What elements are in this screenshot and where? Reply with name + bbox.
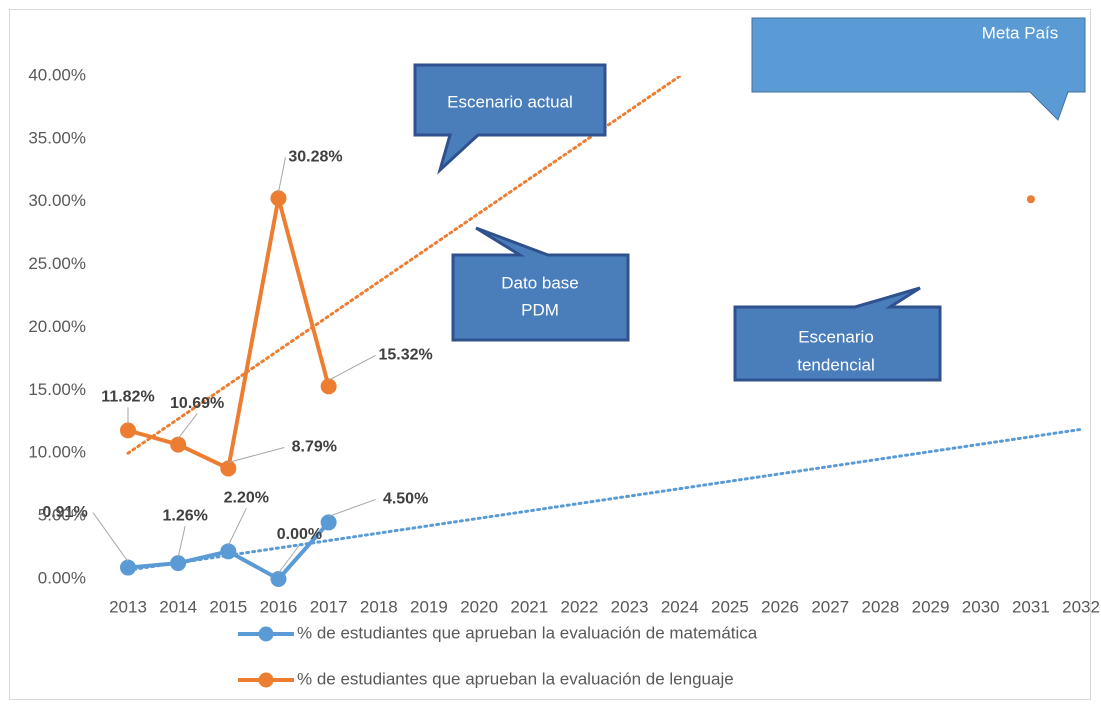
x-tick-label: 2032 bbox=[1062, 597, 1100, 616]
marker bbox=[320, 378, 337, 395]
x-tick-label: 2015 bbox=[209, 597, 247, 616]
marker bbox=[320, 514, 337, 531]
x-tick-label: 2022 bbox=[561, 597, 599, 616]
legend-marker bbox=[258, 672, 274, 688]
x-tick-label: 2026 bbox=[761, 597, 799, 616]
leader-line bbox=[228, 446, 285, 463]
leader-line bbox=[177, 413, 198, 439]
marker bbox=[220, 460, 237, 477]
data-label: 11.82% bbox=[101, 389, 154, 406]
leader-line bbox=[92, 512, 129, 562]
data-label: 1.26% bbox=[162, 507, 207, 524]
data-label: 10.69% bbox=[170, 395, 224, 412]
leader-line bbox=[177, 526, 186, 558]
data-label: 30.28% bbox=[288, 148, 342, 165]
x-tick-label: 2020 bbox=[460, 597, 498, 616]
callout-text: Meta País bbox=[982, 23, 1059, 42]
marker bbox=[170, 555, 187, 572]
callout-text: PDM bbox=[521, 300, 559, 319]
x-tick-label: 2031 bbox=[1012, 597, 1050, 616]
x-tick-label: 2027 bbox=[811, 597, 849, 616]
data-label: 8.79% bbox=[292, 439, 337, 456]
callout-text: Dato base bbox=[501, 273, 579, 292]
y-tick-label: 35.00% bbox=[28, 128, 86, 147]
y-tick-label: 10.00% bbox=[28, 443, 86, 462]
leader-line bbox=[277, 157, 286, 193]
leader-line bbox=[227, 508, 247, 546]
data-label: 15.32% bbox=[379, 347, 433, 364]
data-label: 0.00% bbox=[277, 526, 322, 543]
x-tick-label: 2025 bbox=[711, 597, 749, 616]
trendline bbox=[126, 427, 1083, 572]
x-tick-label: 2029 bbox=[912, 597, 950, 616]
data-label: 4.50% bbox=[383, 491, 428, 508]
x-tick-label: 2014 bbox=[159, 597, 197, 616]
x-tick-label: 2024 bbox=[661, 597, 699, 616]
x-tick-label: 2019 bbox=[410, 597, 448, 616]
marker bbox=[1026, 195, 1035, 204]
marker bbox=[270, 190, 287, 207]
leader-line bbox=[278, 544, 300, 574]
callout-text: Escenario bbox=[798, 327, 874, 346]
callout-shape bbox=[451, 226, 630, 342]
marker bbox=[120, 422, 136, 439]
x-tick-label: 2028 bbox=[861, 597, 899, 616]
legend-marker bbox=[258, 626, 274, 642]
y-tick-label: 0.00% bbox=[38, 568, 86, 587]
callout-text: tendencial bbox=[797, 355, 875, 374]
data-label: 0.91% bbox=[42, 504, 87, 521]
x-tick-label: 2017 bbox=[310, 597, 348, 616]
callout-shape bbox=[413, 63, 607, 175]
y-tick-label: 30.00% bbox=[28, 191, 86, 210]
leader-line bbox=[328, 354, 376, 381]
callout-shape bbox=[751, 17, 1086, 121]
marker bbox=[220, 543, 237, 560]
y-tick-label: 15.00% bbox=[28, 380, 86, 399]
x-tick-label: 2013 bbox=[109, 597, 147, 616]
x-tick-label: 2030 bbox=[962, 597, 1000, 616]
y-tick-label: 25.00% bbox=[28, 254, 86, 273]
legend-label: % de estudiantes que aprueban la evaluac… bbox=[297, 623, 758, 642]
callout-shape bbox=[733, 286, 942, 382]
y-tick-label: 5.00% bbox=[38, 506, 86, 525]
data-label: 2.20% bbox=[224, 490, 269, 507]
callout-text: Escenario actual bbox=[447, 92, 573, 111]
marker bbox=[270, 571, 287, 587]
y-tick-label: 20.00% bbox=[28, 317, 86, 336]
y-tick-label: 40.00% bbox=[28, 65, 86, 84]
marker bbox=[120, 559, 136, 576]
marks: 0.91% 1.26% 2.20% 0.00% 4.50% 11.82% 10.69% 8.7… bbox=[42, 148, 1035, 587]
legend-label: % de estudiantes que aprueban la evaluac… bbox=[297, 669, 734, 688]
x-tick-label: 2021 bbox=[510, 597, 548, 616]
x-tick-label: 2016 bbox=[260, 597, 298, 616]
leader-line bbox=[328, 498, 376, 517]
marker bbox=[170, 436, 187, 453]
x-tick-label: 2018 bbox=[360, 597, 398, 616]
x-tick-label: 2023 bbox=[611, 597, 649, 616]
